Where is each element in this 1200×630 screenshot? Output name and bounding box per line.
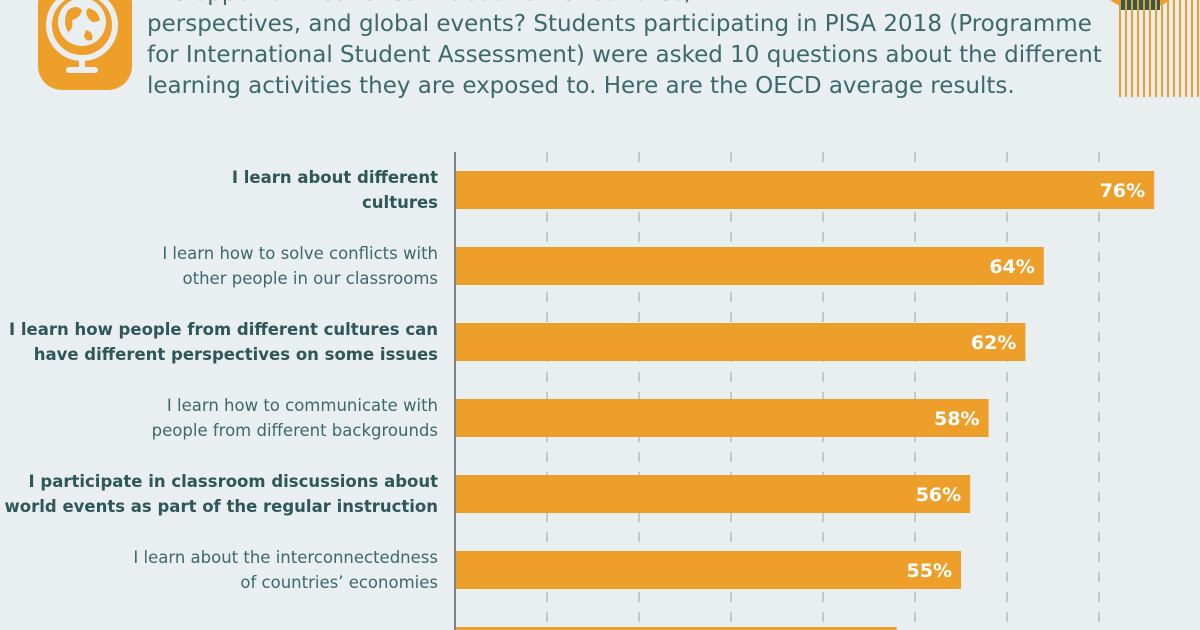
intro-line: learning activities they are exposed to.…: [147, 73, 1015, 99]
category-label: I learn how people from different cultur…: [9, 320, 438, 339]
bar: [455, 171, 1155, 209]
bar: [455, 475, 971, 513]
bar: [455, 247, 1044, 285]
value-label: 55%: [907, 560, 952, 582]
category-label: I participate in classroom discussions a…: [29, 472, 439, 491]
bar: [455, 551, 961, 589]
intro-line: perspectives, and global events? Student…: [147, 11, 1092, 37]
category-label: world events as part of the regular inst…: [5, 497, 438, 516]
category-label: I learn about the interconnectedness: [133, 548, 438, 567]
category-label: cultures: [362, 193, 438, 212]
category-label: I learn how to solve conflicts with: [162, 244, 438, 263]
value-label: 64%: [989, 256, 1034, 278]
value-label: 76%: [1100, 180, 1145, 202]
decorative-stripes: [1110, 0, 1199, 97]
bar: [455, 627, 897, 630]
globe-icon: [38, 0, 132, 90]
intro-text: Are opportunities to learn about other c…: [147, 0, 1102, 102]
category-label: I learn about different: [232, 168, 438, 187]
value-label: 56%: [916, 484, 961, 506]
category-label: of countries’ economies: [240, 573, 438, 592]
bar: [455, 399, 989, 437]
bar: [455, 323, 1026, 361]
category-label: other people in our classrooms: [183, 269, 438, 288]
category-label: have different perspectives on some issu…: [34, 345, 438, 364]
intro-line: for International Student Assessment) we…: [147, 42, 1102, 68]
value-label: 62%: [971, 332, 1016, 354]
category-label: I learn how to communicate with: [167, 396, 438, 415]
intro-line: Are opportunities to learn about other c…: [147, 0, 1087, 9]
category-label: people from different backgrounds: [152, 421, 438, 440]
value-label: 58%: [934, 408, 979, 430]
